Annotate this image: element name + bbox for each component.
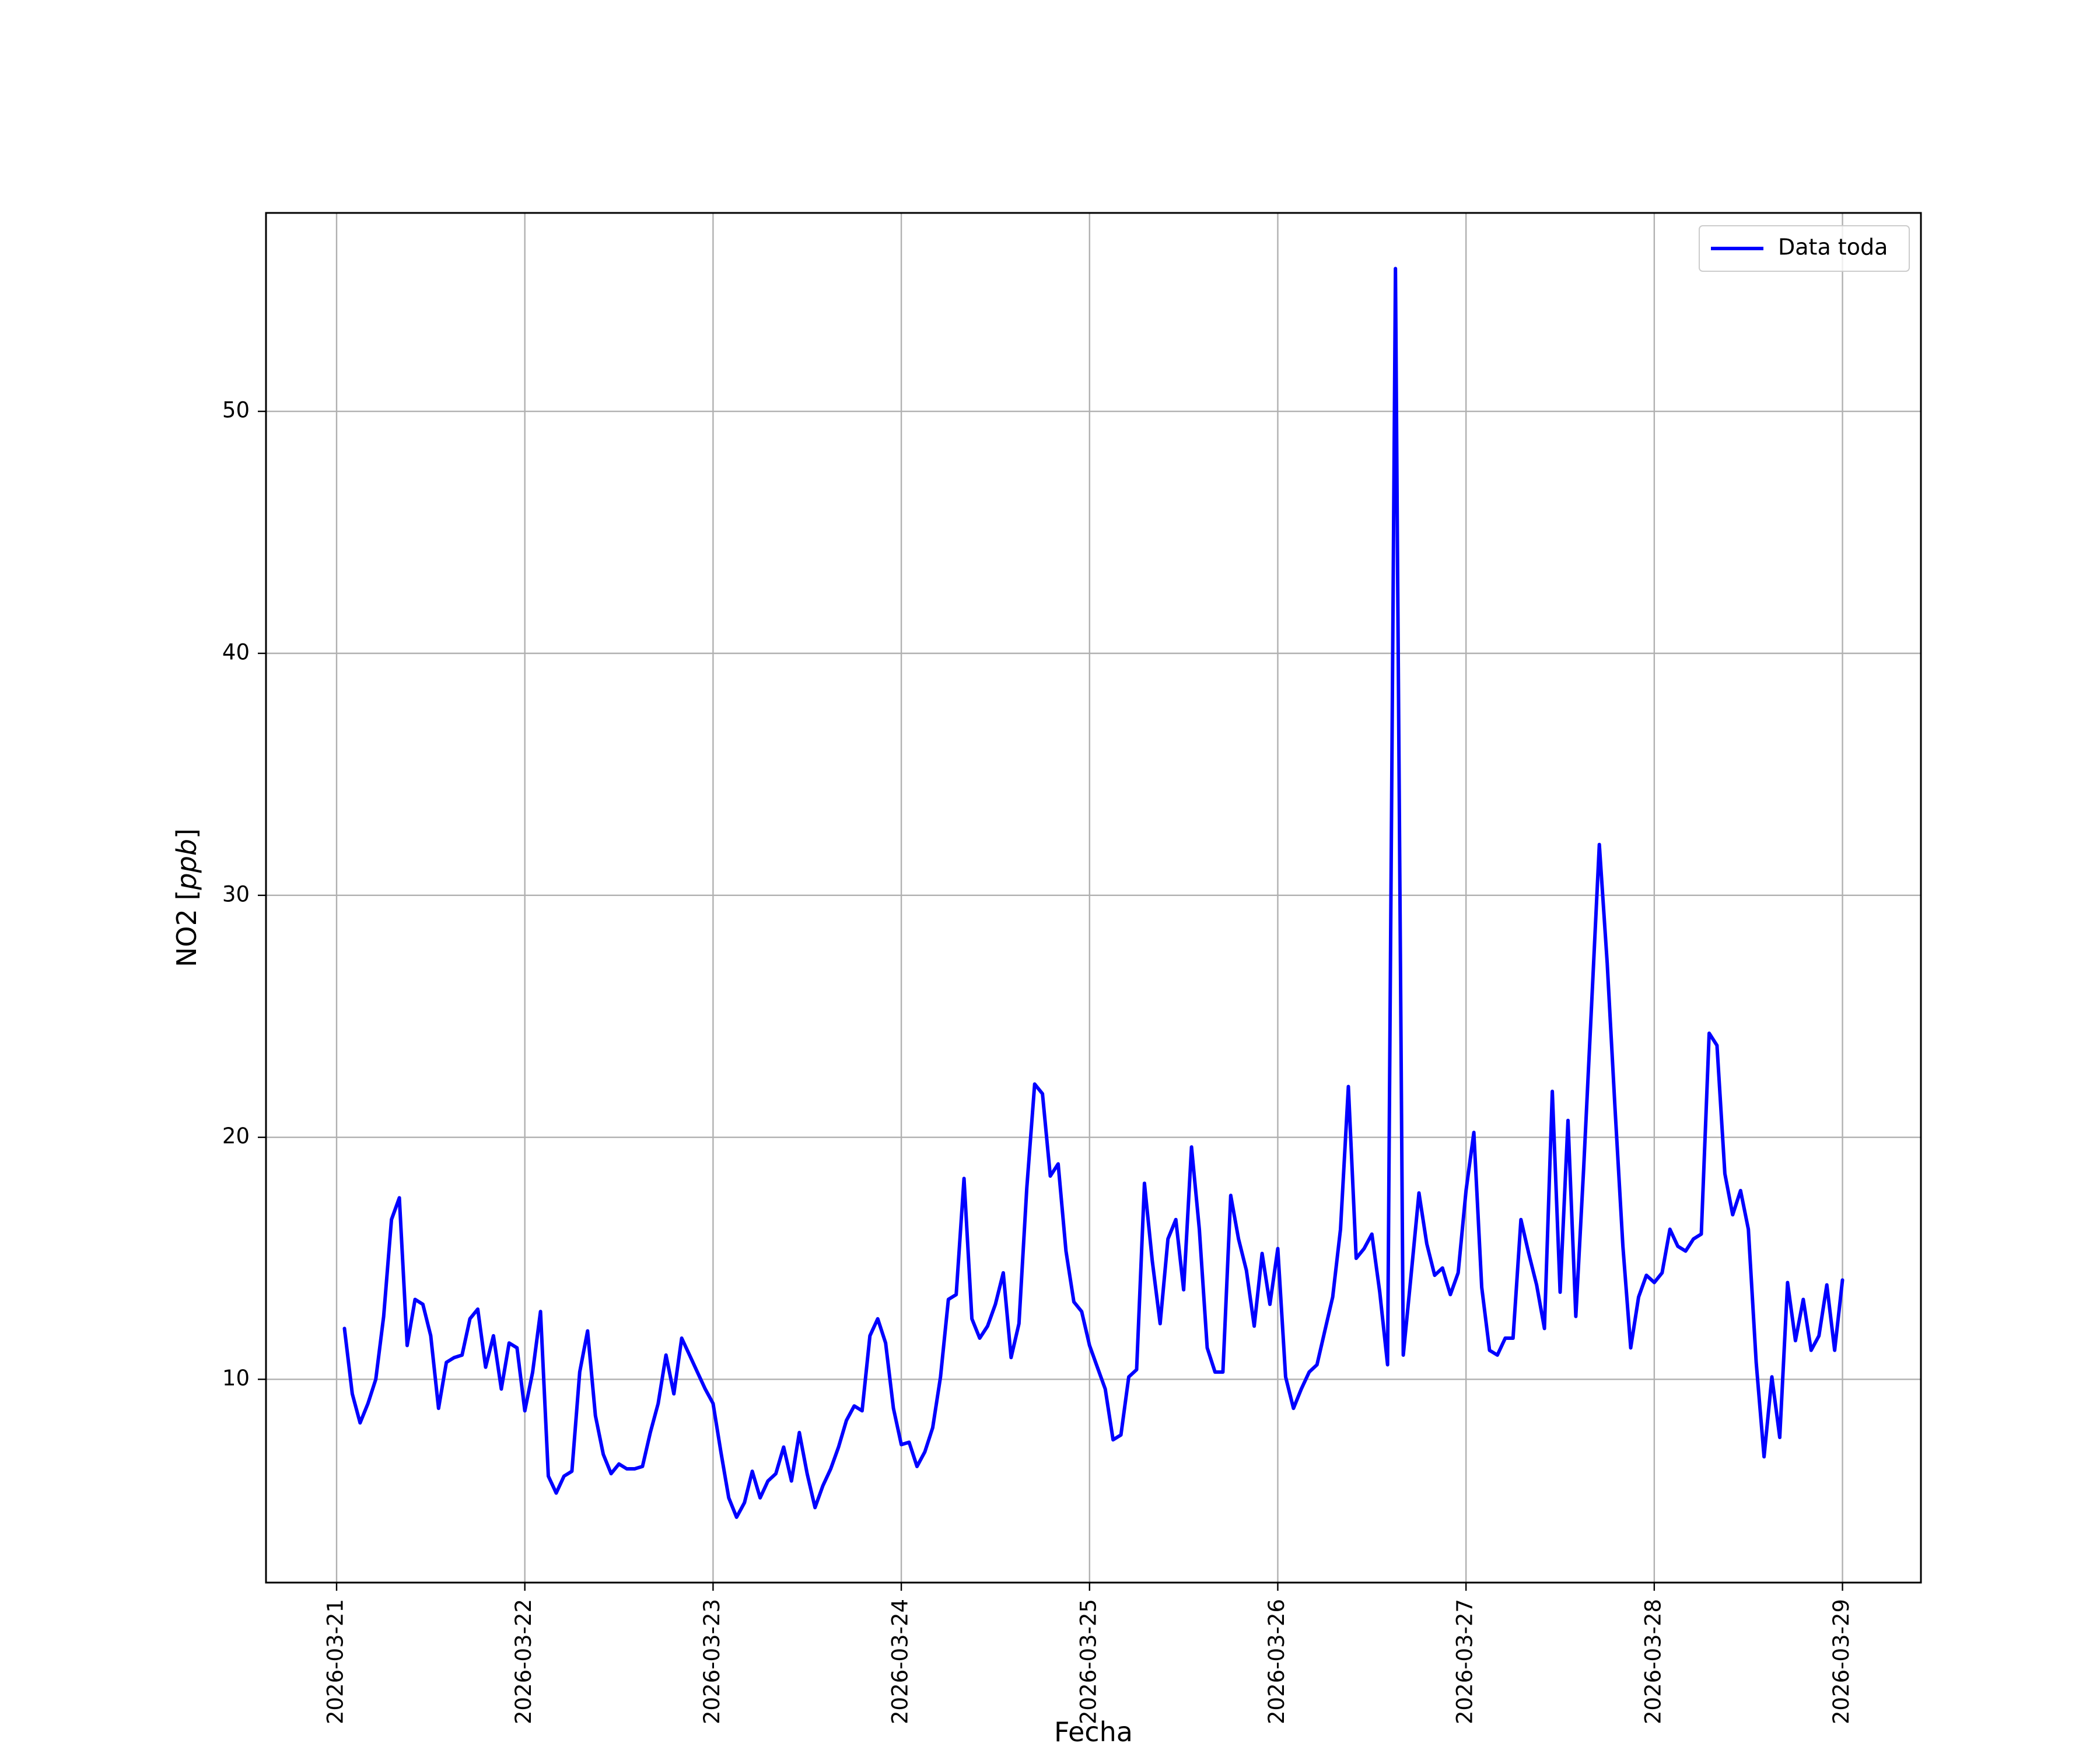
y-axis-label-prefix: NO2 [ bbox=[171, 890, 202, 967]
grid-lines bbox=[266, 213, 1921, 1583]
series-line-data-toda bbox=[342, 267, 1845, 1519]
x-axis-ticks: 2026-03-21 2026-03-22 2026-03-23 2026-03-24… bbox=[323, 1583, 1854, 1724]
y-axis-ticks: 10 20 30 40 50 bbox=[222, 398, 266, 1391]
plot-frame bbox=[265, 212, 1922, 1584]
y-tick-label: 10 bbox=[222, 1366, 250, 1391]
x-tick-label: 2026-03-26 bbox=[1264, 1599, 1289, 1724]
y-axis-label-suffix: ] bbox=[171, 828, 202, 839]
x-axis-label: Fecha bbox=[1054, 1716, 1133, 1748]
x-tick-label: 2026-03-21 bbox=[323, 1599, 348, 1724]
x-tick-label: 2026-03-24 bbox=[888, 1599, 913, 1724]
legend-label-data-toda: Data toda bbox=[1778, 235, 1888, 260]
x-tick-label: 2026-03-25 bbox=[1076, 1599, 1101, 1724]
y-tick-label: 20 bbox=[222, 1124, 250, 1149]
y-tick-label: 30 bbox=[222, 881, 250, 907]
x-tick-label: 2026-03-29 bbox=[1829, 1599, 1854, 1724]
y-axis-label-unit: ppb bbox=[171, 839, 202, 891]
legend-box bbox=[1699, 225, 1910, 272]
legend: Data toda bbox=[1699, 225, 1910, 272]
x-tick-label: 2026-03-23 bbox=[699, 1599, 724, 1724]
x-tick-label: 2026-03-28 bbox=[1640, 1599, 1665, 1724]
x-tick-label: 2026-03-27 bbox=[1452, 1599, 1478, 1724]
x-tick-label: 2026-03-22 bbox=[511, 1599, 536, 1724]
y-axis-label: NO2 [ppb] bbox=[171, 828, 202, 967]
y-tick-label: 50 bbox=[222, 398, 250, 423]
y-tick-label: 40 bbox=[222, 640, 250, 665]
